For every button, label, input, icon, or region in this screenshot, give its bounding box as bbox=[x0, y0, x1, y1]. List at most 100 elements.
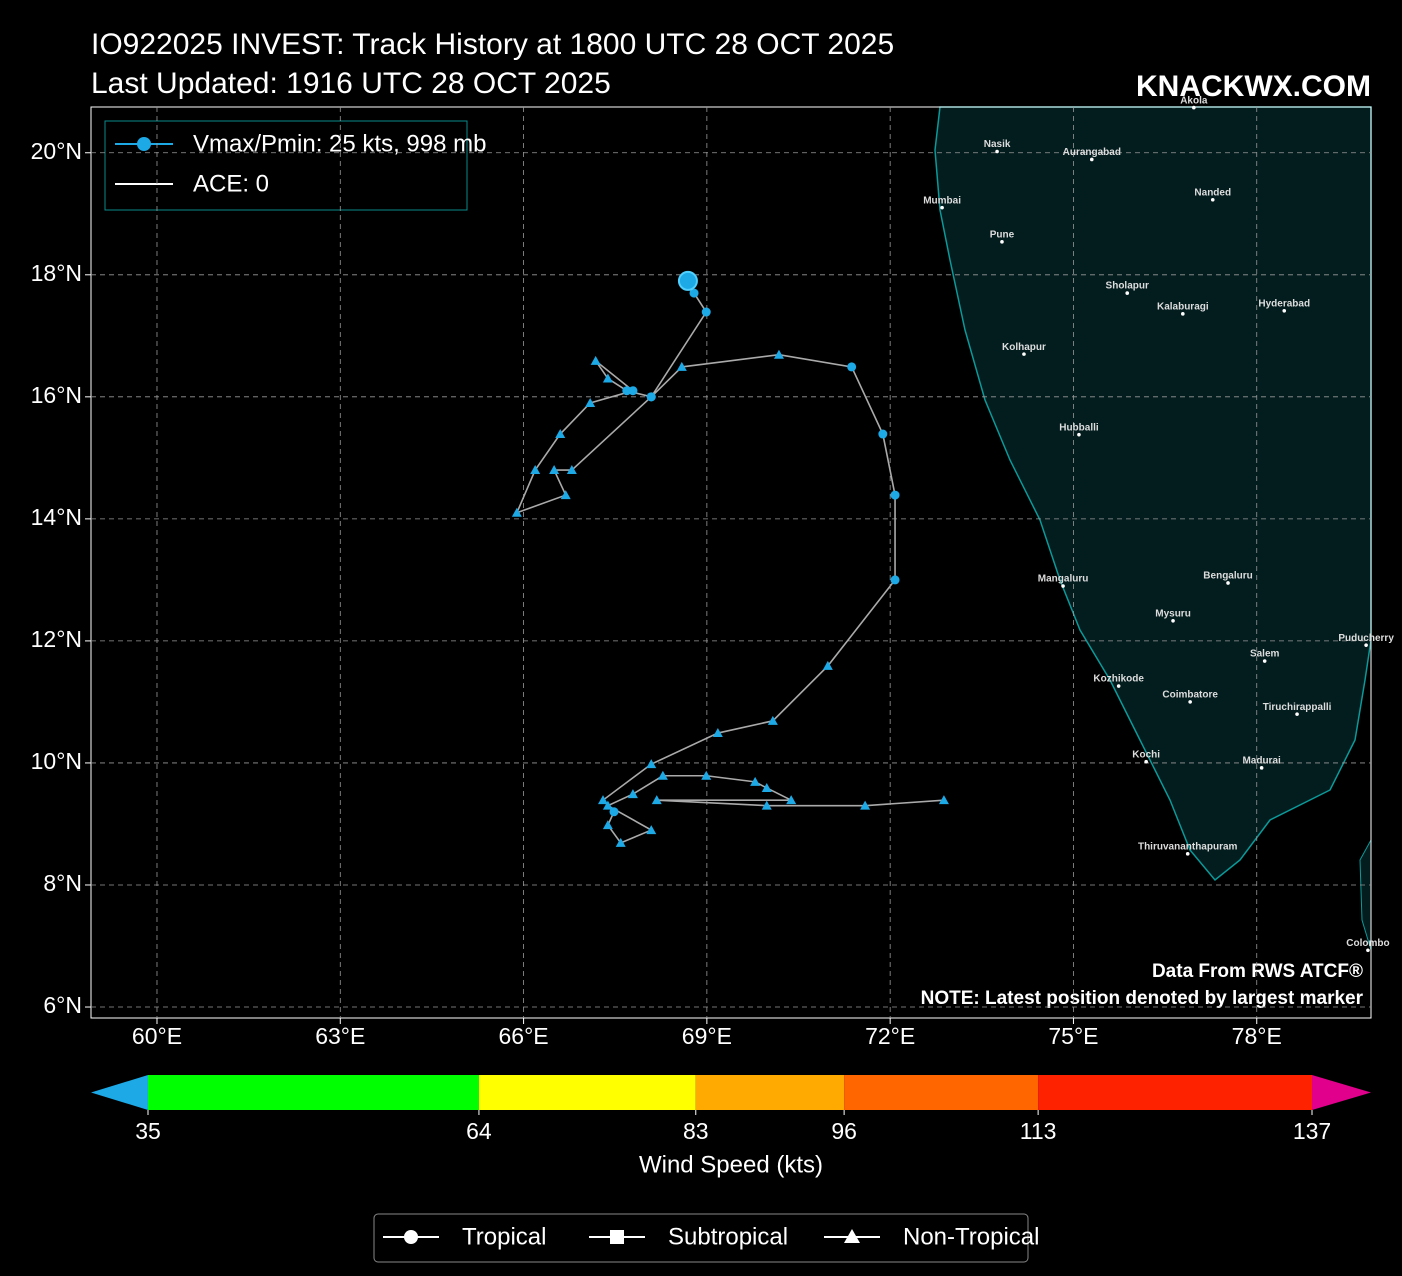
city-label: Thiruvananthapuram bbox=[1138, 842, 1238, 853]
track-point bbox=[677, 270, 698, 291]
track-point bbox=[938, 795, 949, 805]
track-point bbox=[602, 373, 613, 383]
marker-legend-label: Non-Tropical bbox=[903, 1223, 1040, 1250]
x-tick-label: 75°E bbox=[1048, 1023, 1098, 1049]
city-dot bbox=[1171, 618, 1175, 623]
track-point bbox=[689, 288, 699, 298]
plot-frame bbox=[90, 106, 1372, 1019]
city-label: Madurai bbox=[1242, 755, 1281, 766]
colorbar-segment bbox=[844, 1075, 1039, 1110]
annotation: Data From RWS ATCF® bbox=[1152, 961, 1363, 982]
city-dot bbox=[1022, 352, 1026, 356]
marker-legend-box bbox=[373, 1213, 1029, 1263]
city-dot bbox=[1185, 852, 1190, 856]
y-tick-label: 6°N bbox=[43, 992, 82, 1018]
legend-marker bbox=[137, 137, 151, 151]
city-label: Nasik bbox=[984, 139, 1011, 150]
track-point bbox=[627, 789, 638, 799]
city-label: Kochi bbox=[1132, 749, 1160, 760]
city-label: Kalaburagi bbox=[1157, 301, 1209, 312]
city-dot bbox=[1061, 584, 1065, 588]
city-dot bbox=[1210, 197, 1215, 202]
city-dot bbox=[1262, 659, 1267, 663]
marker-legend-icon bbox=[404, 1230, 418, 1244]
city-label: Coimbatore bbox=[1162, 690, 1218, 701]
city-dot bbox=[1181, 312, 1185, 316]
y-tick-label: 8°N bbox=[43, 870, 82, 896]
colorbar-tick-label: 113 bbox=[1020, 1118, 1057, 1144]
track-line bbox=[515, 280, 944, 844]
city-label: Mangaluru bbox=[1038, 574, 1089, 585]
city-dot bbox=[1188, 700, 1192, 704]
x-tick-label: 72°E bbox=[865, 1023, 915, 1049]
city-dot bbox=[1295, 712, 1299, 716]
track-point bbox=[651, 795, 662, 805]
colorbar-under bbox=[91, 1075, 148, 1110]
colorbar-tick-label: 83 bbox=[683, 1118, 709, 1144]
track-point bbox=[676, 361, 687, 371]
track-point bbox=[560, 490, 571, 500]
colorbar-tick-label: 35 bbox=[135, 1118, 161, 1144]
y-tick-label: 10°N bbox=[31, 748, 82, 774]
city-dot bbox=[940, 205, 944, 210]
track-point bbox=[602, 800, 613, 810]
track-point bbox=[701, 770, 712, 780]
track-point bbox=[847, 362, 857, 372]
city-label: Kozhikode bbox=[1093, 674, 1144, 685]
city-label: Aurangabad bbox=[1063, 147, 1121, 158]
track-point bbox=[773, 349, 784, 359]
landmass bbox=[934, 106, 1372, 882]
city-dot bbox=[1366, 948, 1370, 953]
track-point bbox=[657, 770, 668, 780]
watermark: KNACKWX.COM bbox=[1136, 70, 1371, 103]
track-point bbox=[628, 386, 638, 396]
track-point bbox=[585, 397, 596, 407]
city-label: Pune bbox=[990, 229, 1015, 240]
city-label: Hyderabad bbox=[1258, 298, 1310, 309]
track-point bbox=[712, 728, 723, 738]
track-point bbox=[602, 820, 613, 830]
colorbar-segment bbox=[1038, 1075, 1312, 1110]
city-dot bbox=[1192, 105, 1196, 110]
x-tick-label: 60°E bbox=[132, 1023, 182, 1049]
colorbar-over bbox=[1312, 1075, 1371, 1110]
track-point bbox=[767, 715, 778, 725]
track-point bbox=[590, 355, 601, 365]
y-tick-label: 20°N bbox=[31, 138, 82, 164]
chart-title: IO922025 INVEST: Track History at 1800 U… bbox=[91, 28, 894, 61]
city-dot bbox=[1226, 581, 1230, 585]
track-point bbox=[511, 507, 522, 517]
city-label: Colombo bbox=[1346, 938, 1389, 949]
city-label: Puducherry bbox=[1338, 633, 1394, 644]
city-dot bbox=[1125, 291, 1130, 295]
city-dot bbox=[1144, 759, 1148, 764]
colorbar-tick-label: 64 bbox=[466, 1118, 492, 1144]
colorbar-segment bbox=[695, 1075, 845, 1110]
track-point bbox=[761, 782, 772, 792]
colorbar-tick-label: 137 bbox=[1293, 1118, 1331, 1144]
x-tick-label: 66°E bbox=[499, 1023, 549, 1049]
chart-subtitle: Last Updated: 1916 UTC 28 OCT 2025 bbox=[91, 67, 611, 100]
track-point bbox=[549, 465, 560, 475]
colorbar-label: Wind Speed (kts) bbox=[639, 1151, 823, 1178]
marker-legend-icon bbox=[844, 1229, 860, 1243]
colorbar-tick-label: 96 bbox=[831, 1118, 857, 1144]
track-point bbox=[701, 307, 711, 317]
city-dot bbox=[1259, 766, 1264, 770]
track-point bbox=[609, 807, 619, 817]
annotation: NOTE: Latest position denoted by largest… bbox=[921, 988, 1364, 1009]
city-label: Nanded bbox=[1194, 187, 1231, 198]
track-point bbox=[860, 800, 871, 810]
city-label: Salem bbox=[1250, 649, 1280, 660]
city-dot bbox=[1089, 157, 1094, 162]
city-label: Mumbai bbox=[923, 195, 961, 206]
y-tick-label: 16°N bbox=[31, 382, 82, 408]
y-tick-label: 12°N bbox=[31, 626, 82, 652]
track-point bbox=[598, 795, 608, 805]
y-tick-label: 14°N bbox=[31, 504, 82, 530]
track-point bbox=[786, 795, 797, 805]
track-point bbox=[646, 759, 657, 769]
track-point bbox=[555, 429, 566, 439]
track-point bbox=[646, 392, 656, 402]
